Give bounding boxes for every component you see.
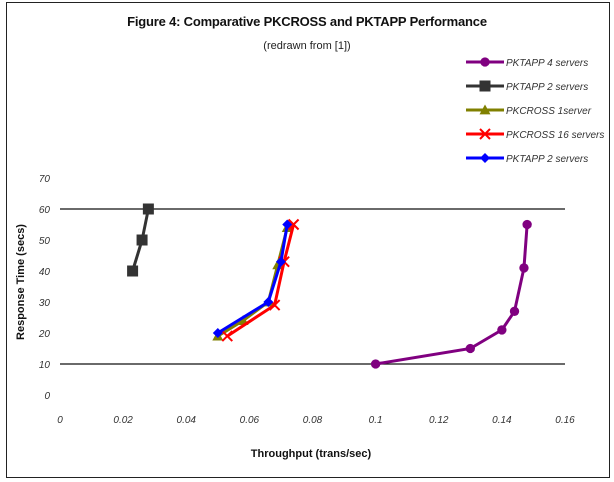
data-point (465, 343, 475, 354)
series-4 (212, 219, 293, 338)
series-line (217, 224, 289, 335)
chart-title: Figure 4: Comparative PKCROSS and PKTAPP… (127, 14, 487, 29)
data-point (136, 234, 148, 246)
data-point (142, 203, 154, 215)
x-axis-label: Throughput (trans/sec) (251, 448, 372, 460)
chart-subtitle: (redrawn from [1]) (263, 40, 351, 52)
legend-entry: PKCROSS 16 servers (466, 128, 604, 141)
data-point (282, 219, 293, 230)
y-axis-label: Response Time (secs) (15, 224, 27, 340)
x-tick-label: 0.14 (492, 415, 512, 426)
data-point (287, 218, 300, 231)
y-tick-label: 70 (39, 174, 51, 185)
legend-entry: PKTAPP 2 servers (466, 80, 588, 93)
series-lines (127, 203, 532, 369)
legend-label: PKTAPP 2 servers (506, 82, 588, 93)
data-point (221, 330, 233, 342)
x-tick-label: 0.16 (555, 415, 575, 426)
x-tick-label: 0.06 (240, 415, 260, 426)
series-line (226, 224, 296, 338)
legend-label: PKCROSS 16 servers (506, 130, 604, 141)
legend-label: PKTAPP 4 servers (506, 58, 588, 69)
x-tick-label: 0.04 (177, 415, 197, 426)
data-point (212, 328, 223, 338)
x-tick-label: 0.12 (429, 415, 449, 426)
legend-label: PKTAPP 2 servers (506, 154, 588, 165)
data-point (509, 306, 520, 316)
x-tick-label: 0.02 (113, 415, 133, 426)
data-point (479, 104, 491, 115)
y-tick-label: 40 (39, 267, 51, 278)
legend: PKTAPP 4 servers PKTAPP 2 servers PKCROSS … (466, 57, 604, 165)
data-point (519, 263, 529, 273)
data-point (522, 219, 532, 230)
gridlines (60, 208, 565, 365)
data-point (127, 265, 139, 277)
legend-label: PKCROSS 1server (506, 106, 592, 117)
x-tick-label: 0.08 (303, 415, 323, 426)
legend-entry: PKTAPP 4 servers (466, 57, 588, 69)
data-point (370, 359, 381, 369)
legend-entry: PKCROSS 1server (466, 104, 592, 117)
data-point (479, 80, 491, 92)
tick-labels: 0 10 20 30 40 50 60 70 0 0.02 0.04 0.06 0.08 0.1 0.12 0… (38, 174, 575, 426)
data-point (497, 325, 507, 335)
chart-frame (6, 2, 610, 478)
y-tick-label: 0 (44, 391, 50, 402)
legend-entry: PKTAPP 2 servers (466, 153, 588, 165)
y-tick-label: 20 (38, 329, 51, 340)
data-point (480, 153, 490, 163)
x-tick-label: 0.1 (369, 415, 383, 426)
series-1 (127, 203, 154, 277)
y-tick-label: 30 (39, 298, 51, 309)
series-line (375, 224, 529, 366)
data-point (480, 57, 490, 67)
y-tick-label: 60 (39, 205, 51, 216)
y-tick-label: 50 (39, 236, 51, 247)
y-tick-label: 10 (39, 360, 51, 371)
data-point (263, 297, 274, 307)
series-0 (370, 219, 532, 369)
data-point (275, 256, 286, 267)
x-tick-label: 0 (57, 415, 63, 426)
data-point (479, 128, 491, 140)
